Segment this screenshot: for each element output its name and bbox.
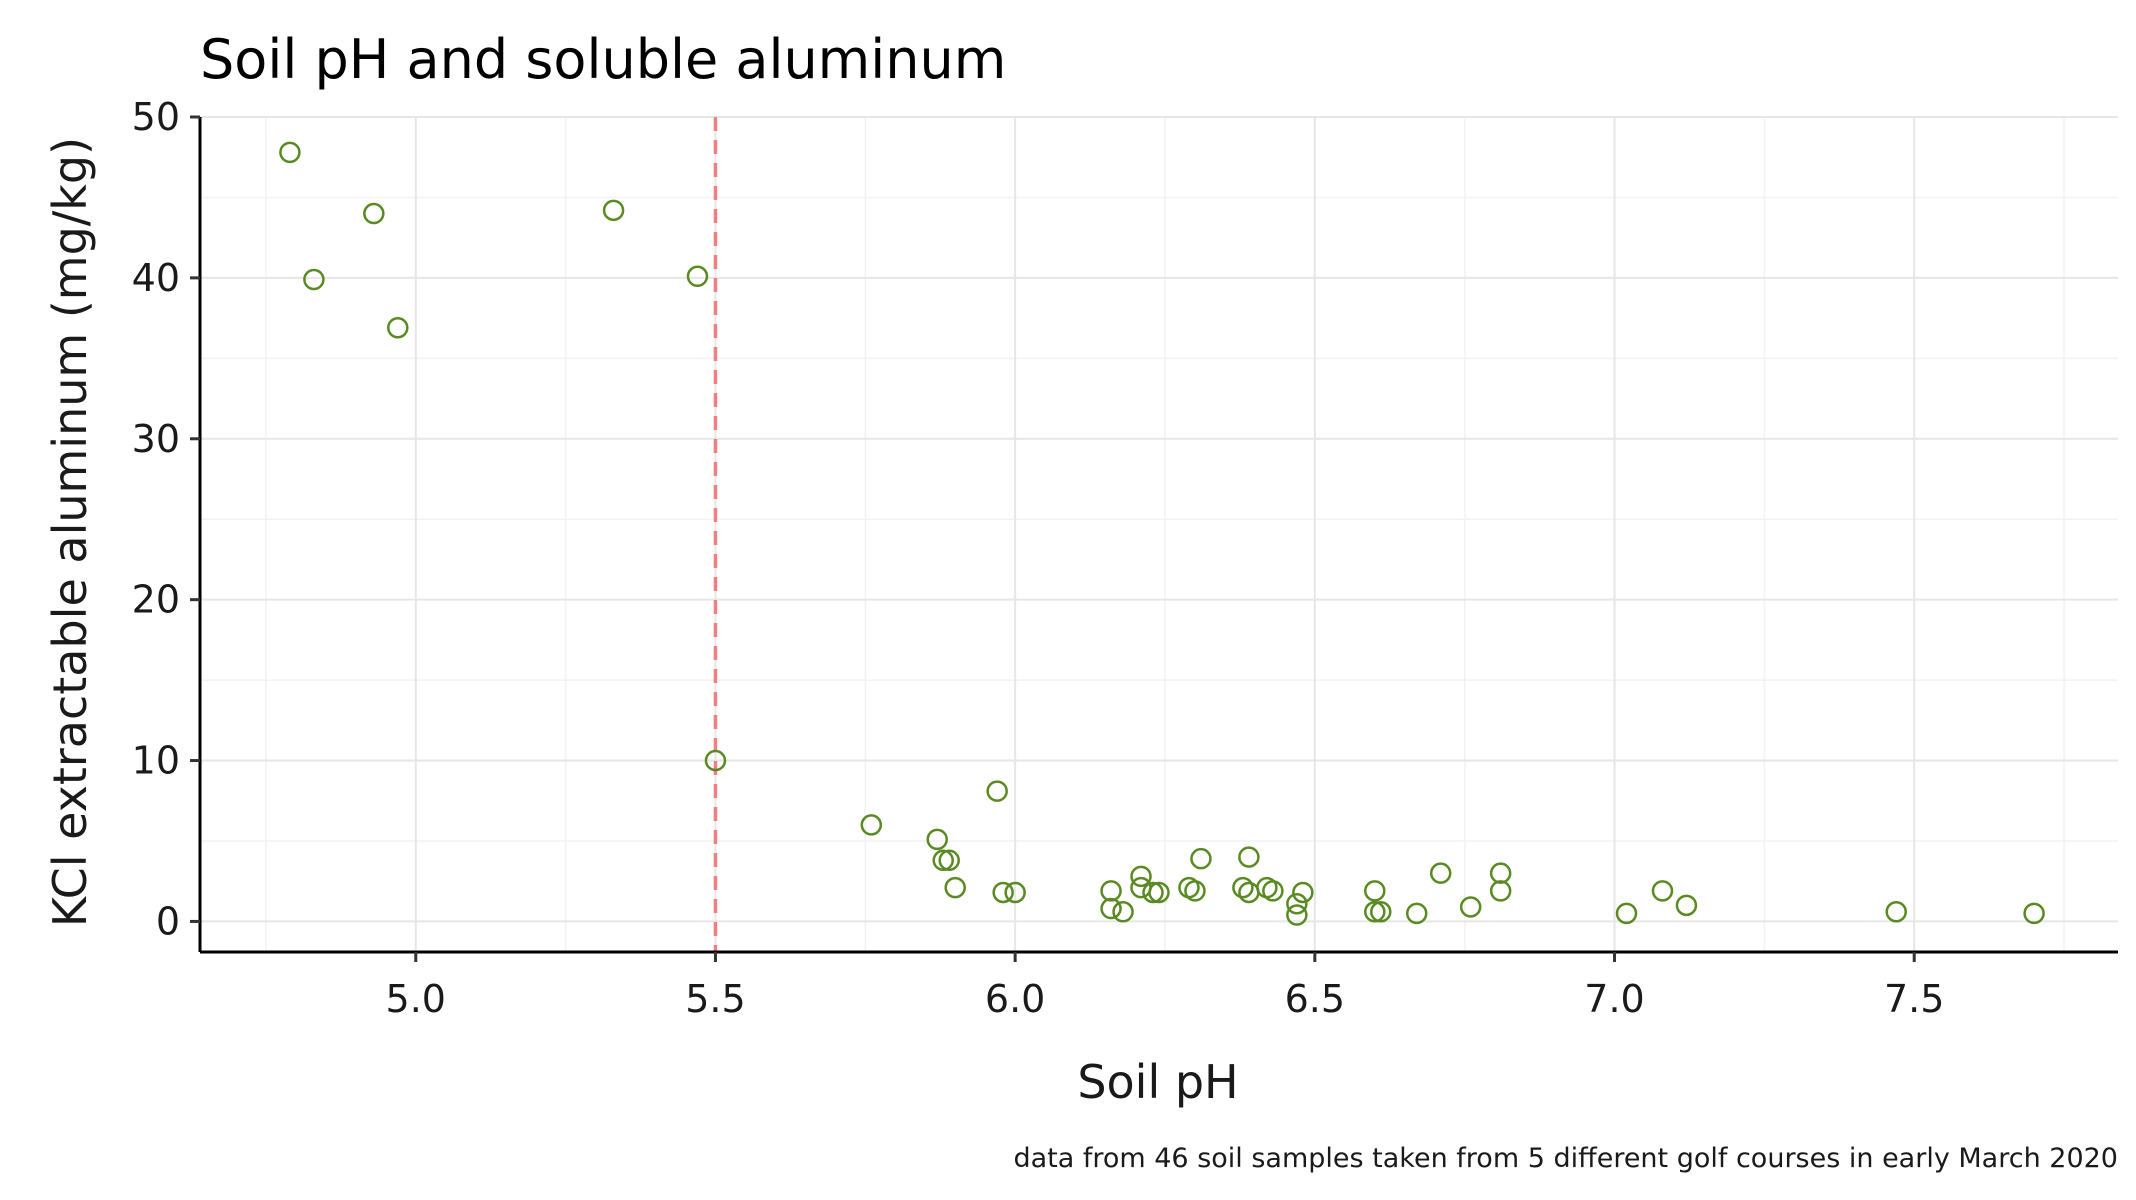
- x-axis-ticks: 5.0 5.5 6.0 6.5 7.0 7.5: [386, 952, 1944, 1021]
- data-point: [1130, 876, 1152, 899]
- data-point: [986, 780, 1008, 802]
- data-point: [860, 814, 883, 836]
- y-tick-label: 50: [132, 95, 180, 139]
- x-tick-label: 5.0: [386, 977, 446, 1021]
- data-point: [1489, 862, 1512, 884]
- data-point: [938, 849, 960, 872]
- x-tick-label: 6.0: [985, 977, 1045, 1021]
- data-point: [1238, 846, 1260, 868]
- y-tick-label: 30: [132, 417, 180, 461]
- x-tick-label: 7.5: [1884, 977, 1944, 1021]
- data-point: [279, 141, 301, 164]
- axes: [198, 117, 2118, 954]
- y-tick-label: 40: [132, 256, 180, 300]
- data-point: [1190, 847, 1212, 870]
- y-axis-ticks: 0 10 20 30 40 50: [132, 95, 200, 943]
- data-point: [1100, 880, 1122, 902]
- data-point: [1286, 892, 1308, 915]
- data-point: [1292, 881, 1314, 904]
- data-point: [944, 876, 966, 899]
- y-tick-label: 20: [132, 578, 180, 622]
- minor-gridlines: [200, 117, 2118, 952]
- x-tick-label: 5.5: [685, 977, 745, 1021]
- data-point: [1232, 876, 1254, 899]
- data-point: [1112, 901, 1134, 923]
- data-point: [1142, 881, 1164, 904]
- data-point: [1489, 880, 1512, 902]
- data-points: [279, 141, 2045, 926]
- data-point: [602, 199, 625, 222]
- data-point: [1370, 901, 1392, 923]
- data-point: [387, 317, 409, 339]
- data-point: [363, 202, 385, 225]
- data-point: [1184, 880, 1206, 902]
- data-point: [1675, 894, 1698, 917]
- data-point: [686, 265, 709, 288]
- data-point: [932, 849, 954, 872]
- data-point: [1262, 880, 1284, 902]
- data-point: [1364, 880, 1386, 902]
- x-axis-title: Soil pH: [1077, 1055, 1238, 1109]
- data-point: [2023, 902, 2045, 925]
- data-point: [1364, 901, 1386, 923]
- data-point: [992, 881, 1014, 904]
- y-tick-label: 10: [132, 739, 180, 783]
- data-point: [1651, 880, 1674, 902]
- y-axis-title: KCl extractable aluminum (mg/kg): [43, 137, 97, 927]
- data-point: [1130, 865, 1152, 888]
- data-point: [1100, 897, 1122, 920]
- data-point: [1615, 902, 1638, 925]
- data-point: [1238, 881, 1260, 904]
- chart-title: Soil pH and soluble aluminum: [200, 28, 1006, 91]
- x-tick-label: 6.5: [1285, 977, 1345, 1021]
- chart-caption: data from 46 soil samples taken from 5 d…: [1013, 1143, 2118, 1174]
- data-point: [1148, 881, 1170, 904]
- data-point: [1405, 902, 1428, 925]
- data-point: [1459, 896, 1482, 918]
- data-point: [1429, 862, 1452, 884]
- data-point: [926, 828, 948, 851]
- x-tick-label: 7.0: [1584, 977, 1644, 1021]
- data-point: [704, 749, 727, 772]
- data-point: [1286, 904, 1308, 926]
- data-point: [1885, 901, 1907, 923]
- data-point: [303, 268, 325, 291]
- major-gridlines: [200, 116, 2118, 952]
- y-tick-label: 0: [156, 899, 180, 943]
- data-point: [1004, 881, 1026, 904]
